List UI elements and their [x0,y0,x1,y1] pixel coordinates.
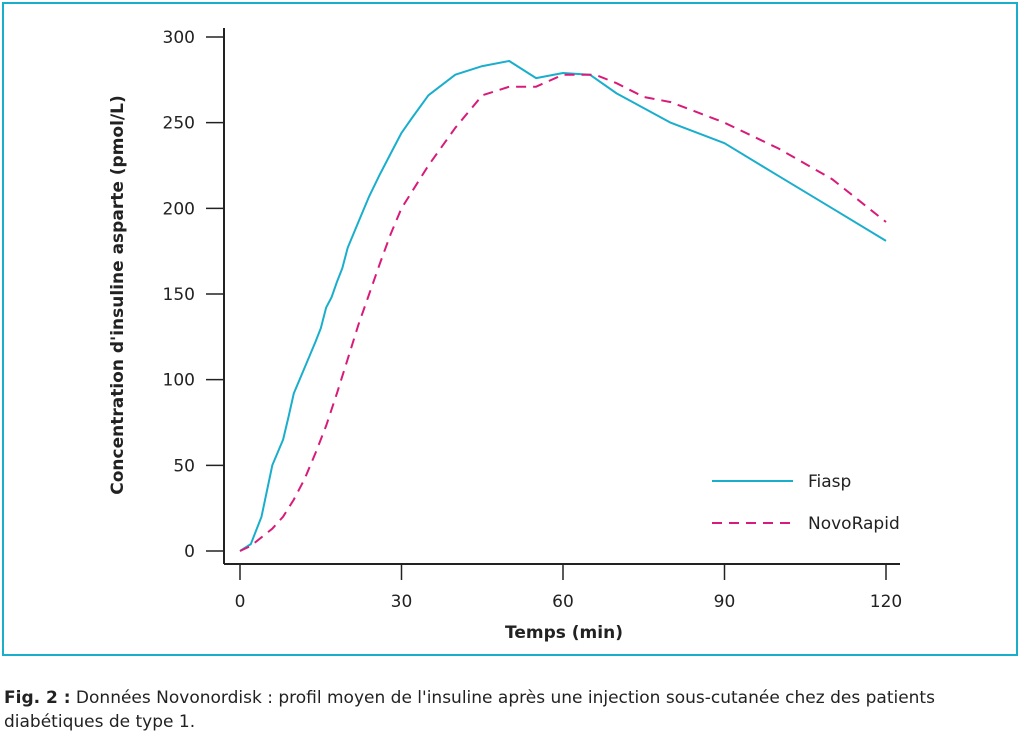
legend: Fiasp NovoRapid [712,472,900,534]
figure-caption: Fig. 2 : Données Novonordisk : profil mo… [4,686,1022,734]
x-tick-label: 30 [391,592,413,612]
x-tick-label: 90 [714,592,736,612]
y-axis-title: Concentration d'insuline asparte (pmol/L… [108,95,128,495]
series-line-fiasp [239,60,887,552]
axes: 0 50 100 150 200 250 300 0 30 60 90 120 [163,28,902,612]
legend-label-novorapid: NovoRapid [808,514,900,534]
y-tick-label: 200 [163,199,195,219]
x-axis-title: Temps (min) [505,623,623,643]
series-line-novorapid [239,73,887,552]
y-tick-label: 300 [163,28,195,48]
caption-text: Données Novonordisk : profil moyen de l'… [4,688,935,732]
y-tick-label: 250 [163,114,195,134]
series-layer [239,60,887,552]
y-tick-label: 100 [163,371,195,391]
y-tick-label: 0 [184,542,195,562]
y-tick-label: 150 [163,285,195,305]
legend-label-fiasp: Fiasp [808,472,851,492]
line-chart: 0 50 100 150 200 250 300 0 30 60 90 120 Fiasp NovoRa… [108,28,902,643]
caption-label: Fig. 2 : [4,688,71,708]
x-tick-label: 60 [552,592,574,612]
x-tick-label: 120 [870,592,902,612]
y-tick-label: 50 [173,456,195,476]
x-tick-label: 0 [235,592,246,612]
figure-frame [2,2,1018,656]
